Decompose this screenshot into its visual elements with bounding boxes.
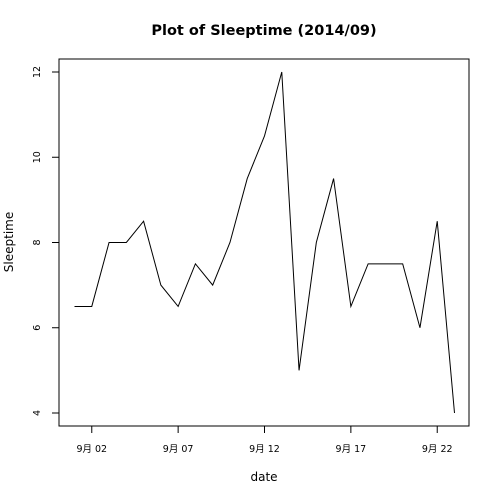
y-tick-label: 4 bbox=[32, 410, 43, 416]
x-axis-label: date bbox=[250, 470, 277, 484]
x-tick-label: 9月 07 bbox=[163, 444, 194, 455]
x-axis: 9月 02 9月 07 9月 12 9月 17 9月 22 bbox=[76, 426, 453, 455]
y-tick-label: 10 bbox=[32, 151, 43, 163]
y-tick-label: 6 bbox=[32, 325, 43, 331]
series-layer bbox=[74, 71, 455, 414]
y-tick-label: 12 bbox=[32, 66, 43, 78]
x-tick-label: 9月 02 bbox=[76, 444, 107, 455]
y-axis-label: Sleeptime bbox=[2, 212, 16, 272]
chart-title: Plot of Sleeptime (2014/09) bbox=[151, 23, 376, 39]
series-line bbox=[74, 71, 455, 414]
y-tick-label: 8 bbox=[32, 239, 43, 245]
x-tick-label: 9月 12 bbox=[249, 444, 280, 455]
x-tick-label: 9月 22 bbox=[422, 444, 453, 455]
y-axis: 4 6 8 10 12 bbox=[32, 66, 59, 416]
x-tick-label: 9月 17 bbox=[336, 444, 367, 455]
